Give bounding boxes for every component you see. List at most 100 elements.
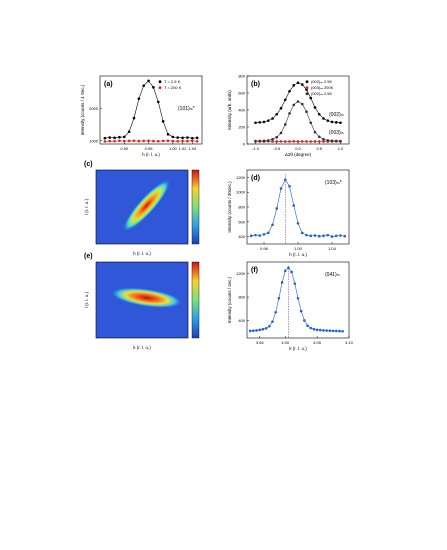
data-point	[309, 121, 312, 124]
data-point	[301, 140, 304, 143]
legend-entry: (002)ₘ 2.5K	[311, 79, 333, 84]
panel-label: (f)	[251, 267, 258, 274]
data-point	[309, 140, 312, 143]
data-point	[271, 320, 274, 323]
data-point	[142, 84, 145, 87]
data-point	[339, 140, 342, 143]
panel-label: (d)	[251, 175, 260, 182]
data-point	[314, 140, 317, 143]
x-axis-label: h (r. l. u.)	[142, 152, 160, 157]
data-point	[326, 119, 329, 122]
data-point	[309, 97, 312, 100]
data-point	[280, 107, 283, 110]
x-axis-label: Δ2θ (degree)	[285, 152, 312, 157]
data-point	[133, 139, 136, 142]
data-point	[306, 324, 309, 327]
data-point	[167, 133, 170, 136]
data-point	[297, 82, 300, 85]
data-point	[162, 140, 165, 143]
data-point	[123, 140, 126, 143]
data-point	[152, 140, 155, 143]
data-point	[280, 187, 283, 190]
y-axis-label: Intensity (arb. units)	[227, 90, 232, 130]
y-tick-label: 600	[238, 91, 245, 96]
data-point	[128, 130, 131, 133]
data-point	[138, 140, 141, 143]
data-point	[300, 310, 303, 313]
data-point	[275, 113, 278, 116]
data-point	[258, 140, 261, 143]
data-point	[191, 139, 194, 142]
data-point	[338, 330, 341, 333]
data-point	[255, 329, 258, 332]
data-point	[258, 121, 261, 124]
y-tick-label: 2000	[89, 106, 99, 111]
data-point	[318, 140, 321, 143]
data-point	[267, 119, 270, 122]
data-point	[263, 139, 266, 142]
data-point	[268, 325, 271, 328]
data-point	[294, 282, 297, 285]
x-tick-label: 0.0	[295, 146, 301, 151]
y-tick-label: 600	[238, 219, 245, 224]
data-point	[332, 330, 335, 333]
data-point	[301, 103, 304, 106]
data-point	[157, 140, 160, 143]
x-tick-label: 4.10	[345, 340, 354, 345]
colorbar	[192, 262, 199, 338]
colorbar	[192, 170, 199, 244]
x-tick-label: 0.96	[260, 246, 269, 251]
data-point	[305, 110, 308, 113]
data-point	[309, 235, 312, 238]
data-point	[322, 329, 325, 332]
data-point	[254, 140, 257, 143]
data-point	[271, 223, 274, 226]
data-point	[284, 269, 287, 272]
data-point	[335, 140, 338, 143]
data-point	[314, 234, 317, 237]
y-axis-label: Intensity (counts / sec.)	[227, 276, 232, 323]
x-tick-label: 3.96	[256, 340, 265, 345]
data-point	[284, 99, 287, 102]
data-point	[123, 136, 126, 139]
data-point	[309, 327, 312, 330]
y-tick-label: 1000	[236, 190, 246, 195]
y-axis-label: Intensity (counts / 4 Sec.)	[80, 84, 85, 135]
legend-entry: T = 200 K	[164, 85, 182, 90]
y-tick-label: 400	[238, 234, 245, 239]
x-axis-label: h (r. l. u.)	[289, 252, 307, 257]
data-point	[292, 84, 295, 87]
data-point	[249, 330, 252, 333]
x-tick-label: 1.04	[328, 246, 337, 251]
y-axis-label: l (r. l. u.)	[84, 291, 89, 308]
x-tick-label: 1.0	[338, 146, 344, 151]
data-point	[341, 330, 344, 333]
data-point	[196, 140, 199, 143]
y-tick-label: 1200	[236, 271, 246, 276]
x-tick-label: 0.90	[120, 146, 129, 151]
y-tick-label: 400	[238, 318, 245, 323]
x-axis-label: k (r. l. u.)	[133, 345, 151, 350]
y-tick-label: 1200	[236, 175, 246, 180]
x-axis-label: h (r. l. u.)	[133, 251, 151, 256]
data-point	[254, 121, 257, 124]
data-point	[297, 297, 300, 300]
legend-marker	[306, 92, 309, 95]
data-point	[313, 328, 316, 331]
panel-label: (c)	[84, 161, 93, 168]
data-point	[339, 121, 342, 124]
data-point	[297, 100, 300, 103]
data-point	[314, 106, 317, 109]
data-point	[329, 329, 332, 332]
panel-label: (b)	[251, 81, 260, 88]
data-point	[108, 140, 111, 143]
y-tick-label: 800	[238, 74, 245, 79]
data-point	[288, 112, 291, 115]
data-point	[147, 80, 150, 83]
data-point	[318, 235, 321, 238]
panel-label: (a)	[104, 81, 113, 88]
data-point	[322, 235, 325, 238]
data-point	[108, 136, 111, 139]
data-point	[322, 117, 325, 120]
data-point	[133, 117, 136, 120]
